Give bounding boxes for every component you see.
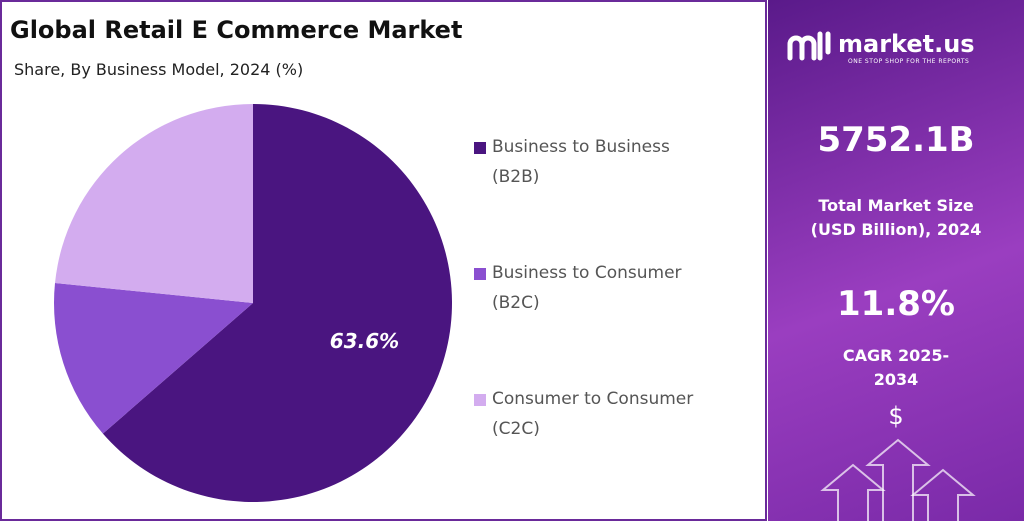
slice-label: 63.6% [330,329,399,353]
tagline: ONE STOP SHOP FOR THE REPORTS [848,58,970,65]
legend-item: Business to Business (B2B) [474,132,754,192]
dollar-icon: $ [888,402,904,430]
chart-title: Global Retail E Commerce Market [10,16,463,44]
legend-item: Consumer to Consumer (C2C) [474,384,754,444]
cagr-label: CAGR 2025-2034 [842,346,950,389]
pie-chart: 63.6% [54,104,452,502]
pie-slice [102,104,452,502]
cagr: 11.8% [837,284,955,324]
side-panel: market.us ONE STOP SHOP FOR THE REPORTS … [768,0,1024,521]
logo-icon [787,31,831,61]
legend-swatch [474,142,486,154]
chart-panel: Global Retail E Commerce Market Share, B… [0,0,767,521]
legend-label: Consumer to Consumer (C2C) [492,389,694,439]
brand: market.us [838,30,975,58]
market-size-label: Total Market Size (USD Billion), 2024 [810,196,982,239]
legend-swatch [474,394,486,406]
legend-swatch [474,268,486,280]
chart-subtitle: Share, By Business Model, 2024 (%) [14,60,304,79]
pie-slice [55,104,254,303]
legend-label: Business to Consumer (B2C) [492,263,682,313]
legend-label: Business to Business (B2B) [492,137,670,187]
legend-item: Business to Consumer (B2C) [474,258,754,318]
market-size: 5752.1B [817,120,975,160]
pie-slice [54,283,254,434]
arrows-decoration [820,438,976,521]
